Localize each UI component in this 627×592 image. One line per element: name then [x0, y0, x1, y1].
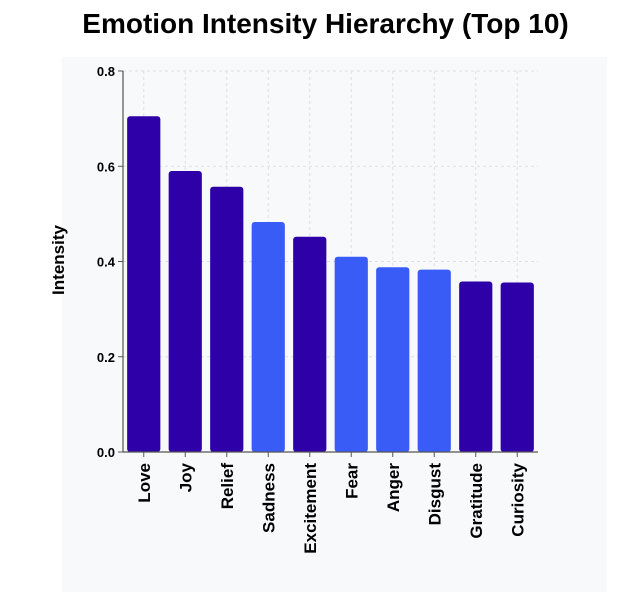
bar-fear [334, 256, 368, 452]
chart-title: Emotion Intensity Hierarchy (Top 10) [82, 8, 569, 39]
x-tick-label: Fear [342, 463, 361, 499]
axes-layer [118, 70, 538, 457]
x-tick-label: Curiosity [508, 462, 527, 536]
bar-love [127, 116, 161, 453]
x-tick-label: Sadness [259, 463, 278, 533]
labels-layer: 0.0 0.2 0.4 0.6 0.8 Love Joy Relief Sadness Excit… [97, 64, 527, 554]
bar-sadness [251, 221, 285, 452]
bar-joy [168, 171, 202, 452]
y-tick-label: 0.4 [97, 255, 116, 270]
y-tick-label: 0.2 [97, 350, 115, 365]
x-tick-label: Disgust [425, 463, 444, 526]
bar-relief [210, 186, 244, 452]
y-tick-label: 0.8 [97, 64, 115, 79]
y-tick-label: 0.0 [97, 445, 115, 460]
x-tick-label: Joy [176, 462, 195, 492]
bars-layer [127, 116, 534, 453]
bar-gratitude [459, 281, 493, 452]
bar-curiosity [500, 282, 534, 452]
y-tick-label: 0.6 [97, 159, 115, 174]
x-tick-label: Love [135, 463, 154, 503]
x-tick-label: Anger [384, 463, 403, 513]
bar-disgust [417, 269, 451, 452]
x-tick-label: Relief [218, 463, 237, 510]
bar-excitement [293, 236, 327, 452]
x-tick-label: Gratitude [467, 463, 486, 539]
bar-anger [376, 267, 410, 452]
x-tick-label: Excitement [301, 463, 320, 554]
y-axis-title: Intensity [49, 225, 68, 295]
